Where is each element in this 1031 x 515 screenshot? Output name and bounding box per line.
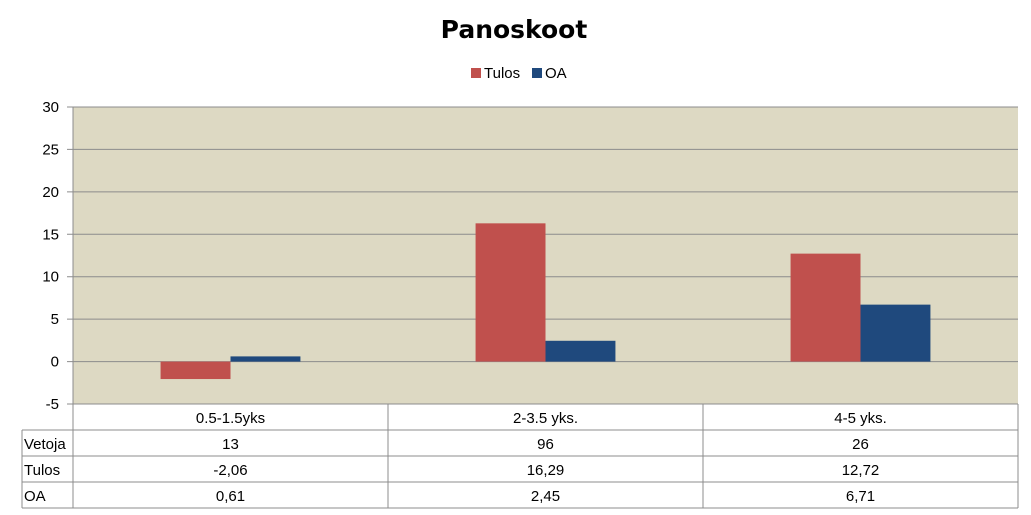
legend: Tulos OA: [471, 65, 567, 82]
x-category-label: 0.5-1.5yks: [196, 410, 265, 427]
y-axis-ticks: 30 25 20 15 10 5 0 -5: [42, 99, 59, 413]
bar-tulos-3: [790, 253, 861, 362]
bar-oa-3: [860, 304, 931, 362]
table-row-label: Tulos: [24, 462, 60, 479]
legend-label-tulos: Tulos: [484, 65, 520, 82]
bar-tulos-1: [160, 361, 231, 380]
table-cell: 16,29: [527, 462, 565, 479]
y-tick-label: 30: [42, 99, 59, 116]
table-cell: 0,61: [216, 488, 245, 505]
x-category-label: 2-3.5 yks.: [513, 410, 578, 427]
table-cell: 13: [222, 436, 239, 453]
table-cell: 2,45: [531, 488, 560, 505]
y-tick-label: 20: [42, 184, 59, 201]
y-tick-label: 0: [51, 354, 59, 371]
legend-swatch-oa: [532, 68, 542, 78]
table-cell: 26: [852, 436, 869, 453]
table-row-label: OA: [24, 488, 46, 505]
data-table: 0.5-1.5yks 2-3.5 yks. 4-5 yks. Vetoja 13 96 26…: [21, 404, 1019, 509]
bar-tulos-2: [475, 223, 546, 362]
chart-title: Panoskoot: [441, 15, 588, 44]
bar-oa-2: [545, 340, 616, 362]
bar-oa-1: [230, 356, 301, 362]
legend-label-oa: OA: [545, 65, 567, 82]
y-tick-label: 15: [42, 226, 59, 243]
y-tick-label: -5: [46, 396, 59, 413]
table-cell: -2,06: [213, 462, 247, 479]
y-tick-label: 5: [51, 311, 59, 328]
table-cell: 6,71: [846, 488, 875, 505]
y-tick-label: 25: [42, 141, 59, 158]
table-row-label: Vetoja: [24, 436, 66, 453]
y-tick-label: 10: [42, 269, 59, 286]
bars: [160, 223, 931, 380]
x-category-label: 4-5 yks.: [834, 410, 887, 427]
legend-swatch-tulos: [471, 68, 481, 78]
table-cell: 12,72: [842, 462, 880, 479]
table-cell: 96: [537, 436, 554, 453]
